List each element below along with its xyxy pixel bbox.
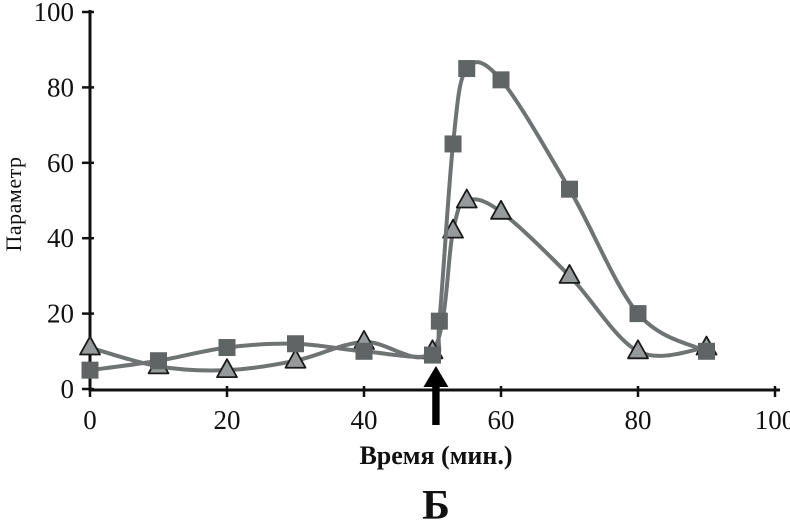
x-tick-label: 80 xyxy=(625,405,652,435)
y-tick-label: 0 xyxy=(61,374,75,404)
square-series-line xyxy=(88,60,709,373)
y-tick-label: 80 xyxy=(47,72,74,102)
marker-square xyxy=(629,305,647,323)
stimulus-arrow-shaft xyxy=(432,384,440,425)
marker-square xyxy=(492,71,510,89)
x-tick-label: 100 xyxy=(755,405,790,435)
marker-square xyxy=(430,312,448,330)
marker-triangle xyxy=(558,263,581,284)
triangle-series-line xyxy=(88,197,709,373)
y-axis-title: Параметр xyxy=(1,156,26,252)
marker-triangle xyxy=(627,339,649,360)
marker-triangle xyxy=(455,188,478,209)
x-tick-label: 0 xyxy=(83,405,97,435)
marker-square xyxy=(287,335,304,353)
y-tick-label: 100 xyxy=(34,0,75,27)
marker-square xyxy=(444,135,462,153)
marker-square xyxy=(355,342,373,360)
stimulus-arrow-head xyxy=(423,366,449,387)
marker-square xyxy=(561,180,578,198)
marker-square xyxy=(218,339,236,357)
marker-triangle xyxy=(216,358,238,379)
y-tick-label: 20 xyxy=(47,299,74,329)
marker-square xyxy=(424,346,441,364)
x-tick-label: 40 xyxy=(351,405,378,435)
y-tick-label: 40 xyxy=(47,223,74,253)
y-tick-label: 60 xyxy=(47,148,74,178)
marker-triangle xyxy=(284,348,307,369)
marker-square xyxy=(458,60,476,78)
marker-square xyxy=(698,342,715,360)
marker-triangle xyxy=(79,335,101,356)
x-tick-label: 20 xyxy=(214,405,241,435)
marker-square xyxy=(81,361,99,379)
x-axis-title: Время (мин.) xyxy=(359,441,513,470)
x-tick-label: 60 xyxy=(488,405,515,435)
marker-square xyxy=(150,352,167,370)
marker-triangle xyxy=(490,199,512,220)
panel-label: Б xyxy=(422,483,450,527)
